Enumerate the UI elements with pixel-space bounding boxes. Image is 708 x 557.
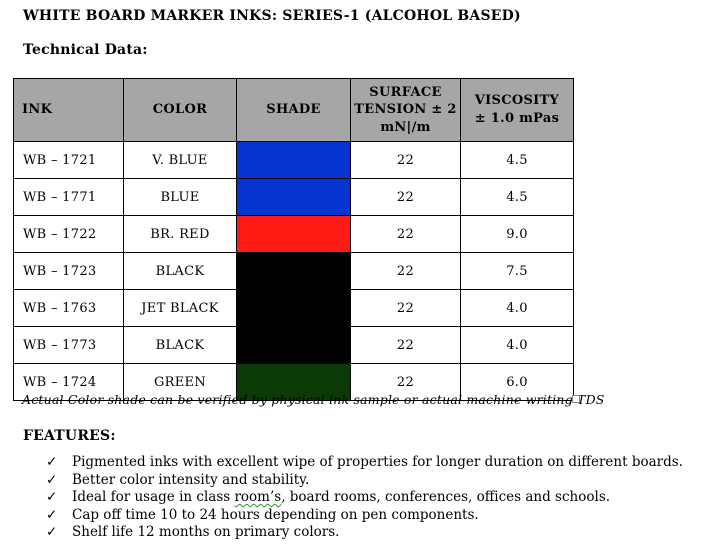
ink-cell: WB – 1763 bbox=[13, 289, 124, 327]
color-cell: V. BLUE bbox=[123, 141, 237, 179]
table-row: WB – 1721 V. BLUE 22 4.5 bbox=[13, 141, 574, 179]
header-viscosity: VISCOSITY ± 1.0 mPas bbox=[460, 78, 574, 142]
feature-item: ✓ Shelf life 12 months on primary colors. bbox=[46, 524, 683, 542]
header-surface-tension-label: SURFACE TENSION ± 2 mN|/m bbox=[354, 84, 457, 135]
viscosity-cell: 4.5 bbox=[460, 178, 574, 216]
color-cell: JET BLACK bbox=[123, 289, 237, 327]
technical-data-table: INK COLOR SHADE SURFACE TENSION ± 2 mN|/… bbox=[13, 78, 574, 401]
header-surface-tension: SURFACE TENSION ± 2 mN|/m bbox=[350, 78, 461, 142]
surface-tension-cell: 22 bbox=[350, 289, 461, 327]
feature-item: ✓ Cap off time 10 to 24 hours depending o… bbox=[46, 507, 683, 525]
surface-tension-cell: 22 bbox=[350, 178, 461, 216]
shade-cell bbox=[236, 289, 351, 327]
table-row: WB – 1771 BLUE 22 4.5 bbox=[13, 178, 574, 216]
feature-item: ✓ Ideal for usage in class room’s, board … bbox=[46, 489, 683, 507]
anchor-marker-icon bbox=[572, 395, 580, 403]
ink-cell: WB – 1723 bbox=[13, 252, 124, 290]
viscosity-cell: 4.0 bbox=[460, 289, 574, 327]
shade-cell bbox=[236, 141, 351, 179]
table-row: WB – 1724 GREEN 22 6.0 bbox=[13, 363, 574, 401]
surface-tension-cell: 22 bbox=[350, 252, 461, 290]
table-header-row: INK COLOR SHADE SURFACE TENSION ± 2 mN|/… bbox=[13, 78, 574, 142]
header-viscosity-label: VISCOSITY ± 1.0 mPas bbox=[474, 93, 560, 126]
ink-cell: WB – 1771 bbox=[13, 178, 124, 216]
shade-cell bbox=[236, 326, 351, 364]
table-row: WB – 1722 BR. RED 22 9.0 bbox=[13, 215, 574, 253]
color-cell: GREEN bbox=[123, 363, 237, 401]
technical-data-heading: Technical Data: bbox=[23, 42, 148, 58]
page-title: WHITE BOARD MARKER INKS: SERIES-1 (ALCOH… bbox=[23, 8, 521, 24]
feature-text-pre: Ideal for usage in class bbox=[72, 489, 235, 505]
header-shade: SHADE bbox=[236, 78, 351, 142]
feature-text-post: , board rooms, conferences, offices and … bbox=[281, 489, 611, 505]
check-icon: ✓ bbox=[46, 471, 58, 488]
feature-item: ✓ Pigmented inks with excellent wipe of p… bbox=[46, 454, 683, 472]
surface-tension-cell: 22 bbox=[350, 363, 461, 401]
feature-text: Cap off time 10 to 24 hours depending on… bbox=[72, 506, 479, 523]
shade-cell bbox=[236, 215, 351, 253]
header-shade-label: SHADE bbox=[266, 102, 321, 118]
header-ink-label: INK bbox=[22, 102, 53, 118]
feature-text: Shelf life 12 months on primary colors. bbox=[72, 524, 340, 540]
check-icon: ✓ bbox=[46, 524, 58, 540]
header-color: COLOR bbox=[123, 78, 237, 142]
color-cell: BR. RED bbox=[123, 215, 237, 253]
table-row: WB – 1723 BLACK 22 7.5 bbox=[13, 252, 574, 290]
color-cell: BLACK bbox=[123, 252, 237, 290]
check-icon: ✓ bbox=[46, 454, 58, 470]
features-heading: FEATURES: bbox=[23, 428, 116, 444]
viscosity-cell: 4.5 bbox=[460, 141, 574, 179]
table-row: WB – 1773 BLACK 22 4.0 bbox=[13, 326, 574, 364]
viscosity-cell: 9.0 bbox=[460, 215, 574, 253]
feature-text: Pigmented inks with excellent wipe of pr… bbox=[72, 454, 683, 470]
viscosity-cell: 4.0 bbox=[460, 326, 574, 364]
header-color-label: COLOR bbox=[152, 102, 208, 118]
table-footnote: Actual Color shade can be verified by ph… bbox=[22, 392, 605, 407]
color-cell: BLACK bbox=[123, 326, 237, 364]
shade-cell bbox=[236, 178, 351, 216]
surface-tension-cell: 22 bbox=[350, 326, 461, 364]
feature-item: ✓ Better color intensity and stability. bbox=[46, 472, 683, 490]
shade-cell bbox=[236, 252, 351, 290]
header-ink: INK bbox=[13, 78, 124, 142]
ink-cell: WB – 1773 bbox=[13, 326, 124, 364]
color-cell: BLUE bbox=[123, 178, 237, 216]
surface-tension-cell: 22 bbox=[350, 141, 461, 179]
features-list: ✓ Pigmented inks with excellent wipe of p… bbox=[46, 454, 683, 542]
table-body: WB – 1721 V. BLUE 22 4.5 WB – 1771 BLUE 22 4.5 W… bbox=[13, 141, 574, 401]
viscosity-cell: 6.0 bbox=[460, 363, 574, 401]
ink-cell: WB – 1724 bbox=[13, 363, 124, 401]
table-row: WB – 1763 JET BLACK 22 4.0 bbox=[13, 289, 574, 327]
viscosity-cell: 7.5 bbox=[460, 252, 574, 290]
check-icon: ✓ bbox=[46, 506, 58, 523]
surface-tension-cell: 22 bbox=[350, 215, 461, 253]
ink-cell: WB – 1721 bbox=[13, 141, 124, 179]
check-icon: ✓ bbox=[46, 489, 58, 505]
feature-text: Ideal for usage in class room’s, board r… bbox=[72, 489, 610, 505]
shade-cell bbox=[236, 363, 351, 401]
ink-cell: WB – 1722 bbox=[13, 215, 124, 253]
feature-text: Better color intensity and stability. bbox=[72, 471, 310, 488]
feature-text-spellcheck: room’s bbox=[234, 489, 282, 505]
